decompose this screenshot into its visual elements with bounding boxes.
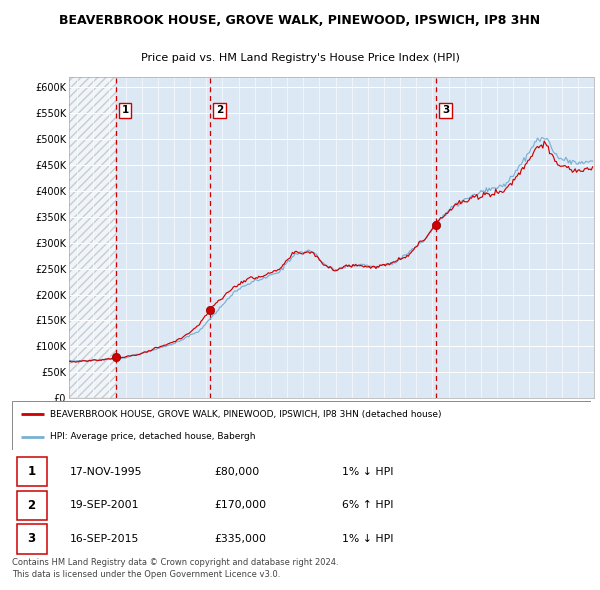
Text: 2: 2 [28, 499, 36, 512]
Text: £170,000: £170,000 [215, 500, 267, 510]
Text: 2: 2 [216, 106, 223, 116]
Text: 1% ↓ HPI: 1% ↓ HPI [342, 534, 394, 544]
Text: 3: 3 [28, 533, 36, 546]
Text: Price paid vs. HM Land Registry's House Price Index (HPI): Price paid vs. HM Land Registry's House … [140, 53, 460, 63]
Text: £335,000: £335,000 [215, 534, 266, 544]
Text: HPI: Average price, detached house, Babergh: HPI: Average price, detached house, Babe… [50, 432, 255, 441]
Bar [17, 525, 47, 553]
Text: Contains HM Land Registry data © Crown copyright and database right 2024.
This d: Contains HM Land Registry data © Crown c… [12, 558, 338, 579]
Text: 16-SEP-2015: 16-SEP-2015 [70, 534, 139, 544]
Text: 1% ↓ HPI: 1% ↓ HPI [342, 467, 394, 477]
Text: BEAVERBROOK HOUSE, GROVE WALK, PINEWOOD, IPSWICH, IP8 3HN (detached house): BEAVERBROOK HOUSE, GROVE WALK, PINEWOOD,… [50, 410, 441, 419]
Text: 6% ↑ HPI: 6% ↑ HPI [342, 500, 394, 510]
Bar [17, 457, 47, 487]
Text: BEAVERBROOK HOUSE, GROVE WALK, PINEWOOD, IPSWICH, IP8 3HN: BEAVERBROOK HOUSE, GROVE WALK, PINEWOOD,… [59, 14, 541, 27]
Text: 17-NOV-1995: 17-NOV-1995 [70, 467, 142, 477]
Text: 19-SEP-2001: 19-SEP-2001 [70, 500, 139, 510]
Text: 3: 3 [442, 106, 449, 116]
Bar [69, 77, 116, 398]
Bar [17, 491, 47, 520]
Text: £80,000: £80,000 [215, 467, 260, 477]
Text: 1: 1 [122, 106, 129, 116]
Text: 1: 1 [28, 466, 36, 478]
